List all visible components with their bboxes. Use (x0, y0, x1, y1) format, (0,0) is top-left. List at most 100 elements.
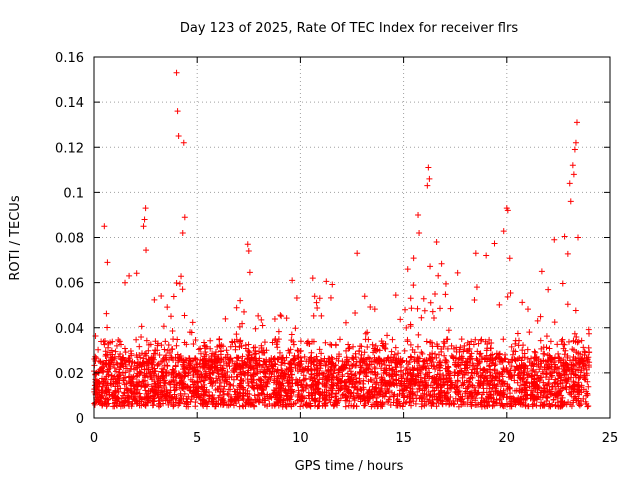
data-point (321, 392, 328, 399)
data-point (348, 374, 355, 381)
data-point (105, 344, 112, 351)
data-point (305, 392, 312, 399)
data-point (370, 358, 377, 365)
data-point (149, 361, 156, 368)
data-point (120, 377, 127, 384)
data-point (585, 362, 592, 369)
data-point (158, 292, 165, 299)
data-point (444, 395, 451, 402)
data-point (261, 373, 268, 380)
data-point (122, 369, 129, 376)
data-point (290, 341, 297, 348)
data-point (173, 372, 180, 379)
data-point (219, 367, 226, 374)
data-point (420, 358, 427, 365)
data-point (374, 346, 381, 353)
data-point (492, 388, 499, 395)
data-point (543, 333, 550, 340)
data-point (261, 366, 268, 373)
data-point (192, 356, 199, 363)
data-point (98, 338, 105, 345)
data-point (242, 403, 249, 410)
data-point (274, 355, 281, 362)
data-point (356, 347, 363, 354)
data-point (437, 387, 444, 394)
data-point (365, 336, 372, 343)
data-point (540, 344, 547, 351)
data-point (316, 376, 323, 383)
data-point (251, 355, 258, 362)
data-point (195, 368, 202, 375)
data-point (575, 367, 582, 374)
data-point (283, 315, 290, 322)
data-point (571, 146, 578, 153)
data-point (522, 395, 529, 402)
data-point (310, 312, 317, 319)
data-point (570, 354, 577, 361)
data-point (566, 367, 573, 374)
data-point (491, 362, 498, 369)
data-point (389, 336, 396, 343)
data-point (458, 353, 465, 360)
data-point (121, 402, 128, 409)
data-point (163, 386, 170, 393)
data-point (255, 398, 262, 405)
data-point (543, 369, 550, 376)
data-point (148, 383, 155, 390)
data-point (257, 376, 264, 383)
data-point (317, 362, 324, 369)
data-point (162, 338, 169, 345)
data-point (483, 402, 490, 409)
data-point (491, 402, 498, 409)
data-point (275, 402, 282, 409)
data-point (559, 280, 566, 287)
data-point (164, 363, 171, 370)
data-point (561, 369, 568, 376)
data-point (406, 385, 413, 392)
data-point (360, 380, 367, 387)
data-point (524, 346, 531, 353)
data-point (585, 326, 592, 333)
data-point (524, 374, 531, 381)
data-point (414, 388, 421, 395)
data-point (339, 391, 346, 398)
data-point (542, 358, 549, 365)
data-point (196, 374, 203, 381)
data-point (113, 402, 120, 409)
data-point (458, 336, 465, 343)
data-point (249, 383, 256, 390)
data-point (566, 180, 573, 187)
data-point (524, 306, 531, 313)
data-point (544, 352, 551, 359)
data-point (181, 214, 188, 221)
y-tick-label: 0 (76, 412, 84, 427)
data-point (446, 374, 453, 381)
data-point (454, 384, 461, 391)
data-point (283, 354, 290, 361)
data-point (365, 354, 372, 361)
data-point (258, 342, 265, 349)
data-point (307, 376, 314, 383)
data-point (416, 355, 423, 362)
data-point (148, 357, 155, 364)
data-point (486, 369, 493, 376)
data-point (106, 391, 113, 398)
data-point (121, 389, 128, 396)
data-point (524, 379, 531, 386)
data-point (560, 363, 567, 370)
data-point (294, 362, 301, 369)
data-point (555, 383, 562, 390)
data-point (429, 350, 436, 357)
data-point (494, 354, 501, 361)
data-point (381, 344, 388, 351)
data-point (437, 305, 444, 312)
data-point (492, 374, 499, 381)
data-point (317, 390, 324, 397)
data-point (293, 294, 300, 301)
data-point (448, 352, 455, 359)
data-point (416, 395, 423, 402)
data-point (475, 360, 482, 367)
data-point (209, 363, 216, 370)
data-point (487, 352, 494, 359)
data-point (113, 395, 120, 402)
